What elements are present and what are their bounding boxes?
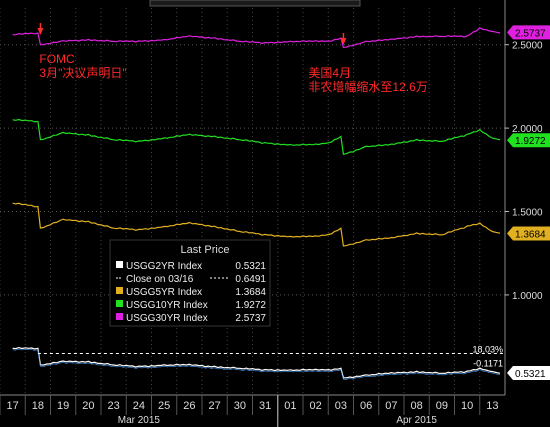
x-month-label: Mar 2015 xyxy=(118,415,161,426)
legend-item-name: USGG5YR Index xyxy=(126,287,202,298)
legend-item-value: 0.5321 xyxy=(235,261,266,272)
x-tick-label: 03 xyxy=(335,400,347,412)
legend-item-name: USGG10YR Index xyxy=(126,300,208,311)
y-axis-background xyxy=(505,0,550,427)
series-line-2yr-shadow xyxy=(12,348,501,380)
x-tick-label: 17 xyxy=(7,400,19,412)
x-tick-label: 19 xyxy=(57,400,69,412)
x-tick-label: 08 xyxy=(411,400,423,412)
series-line-usgg30yr-index xyxy=(12,27,501,49)
legend-swatch xyxy=(116,313,123,320)
legend-item-name: Close on 03/16 xyxy=(126,274,194,285)
x-tick-label: 02 xyxy=(310,400,322,412)
last-value-tag xyxy=(507,226,550,241)
annotation-text: 3月"决议声明日" xyxy=(39,66,126,80)
x-tick-label: 30 xyxy=(234,400,246,412)
y-tick-label: 2.0000 xyxy=(512,124,543,135)
legend-box xyxy=(109,239,271,327)
x-axis: 17 18 19 20 23 24 25 26 27 30 31 01 02 03 06 07 08 09 10 13… xyxy=(0,394,505,427)
x-tick-label: 07 xyxy=(385,400,397,412)
last-value-label: 0.5321 xyxy=(515,369,546,380)
last-value-label: 1.9272 xyxy=(515,136,546,147)
legend: Last Price USGG2YR Index 0.5321 Close on 03… xyxy=(109,239,271,327)
x-tick-label: 25 xyxy=(158,400,170,412)
legend-item-name: USGG2YR Index xyxy=(126,261,202,272)
legend-item-name: USGG30YR Index xyxy=(126,313,208,324)
x-tick-label: 23 xyxy=(108,400,120,412)
legend-swatch xyxy=(116,300,123,307)
last-value-tag xyxy=(507,365,550,380)
legend-item-value: 0.6491 xyxy=(235,274,266,285)
close-line-group: 18.03% -0.1171 xyxy=(37,344,505,368)
x-tick-label: 06 xyxy=(360,400,372,412)
x-tick-label: 13 xyxy=(486,400,498,412)
last-value-label: 2.5737 xyxy=(515,28,546,39)
x-tick-label: 10 xyxy=(461,400,473,412)
annotation-text: 美国4月 xyxy=(308,66,351,80)
last-value-tag xyxy=(507,133,550,148)
x-tick-label: 18 xyxy=(32,400,44,412)
series-line-usgg2yr-index xyxy=(12,346,501,379)
legend-item-value: 1.3684 xyxy=(235,287,266,298)
x-tick-label: 01 xyxy=(284,400,296,412)
last-value-label: 1.3684 xyxy=(515,229,546,240)
legend-title: Last Price xyxy=(181,244,230,256)
annotation-text: FOMC xyxy=(39,52,75,66)
annotation-arrow xyxy=(37,28,44,35)
annotation-text: 非农增幅缩水至12.6万 xyxy=(308,79,427,94)
y-axis: 2.5000 2.0000 1.5000 1.0000 2.5737 1.9272 1.36… xyxy=(504,0,550,427)
series-line-usgg5yr-index xyxy=(12,202,501,247)
x-tick-label: 24 xyxy=(133,400,145,412)
y-tick-label: 2.5000 xyxy=(512,41,543,52)
legend-swatch xyxy=(116,261,123,268)
legend-swatch xyxy=(116,287,123,294)
series-line-usgg10yr-index xyxy=(12,118,501,156)
x-tick-label: 09 xyxy=(436,400,448,412)
annotation-arrow xyxy=(340,38,347,45)
y-tick-label: 1.5000 xyxy=(512,208,543,219)
x-tick-label: 26 xyxy=(183,400,195,412)
legend-item-value: 2.5737 xyxy=(235,313,266,324)
x-month-label: Apr 2015 xyxy=(396,415,437,426)
top-scroll-bar xyxy=(149,0,361,7)
legend-item-value: 1.9272 xyxy=(235,300,266,311)
close-line-label: 18.03% xyxy=(472,344,503,354)
x-tick-label: 20 xyxy=(82,400,94,412)
series-lines xyxy=(12,27,501,380)
y-tick-label: 1.0000 xyxy=(512,291,543,302)
close-line-change: -0.1171 xyxy=(473,358,503,368)
last-value-tag xyxy=(507,25,550,40)
x-tick-label: 31 xyxy=(259,400,271,412)
x-tick-label: 27 xyxy=(209,400,221,412)
